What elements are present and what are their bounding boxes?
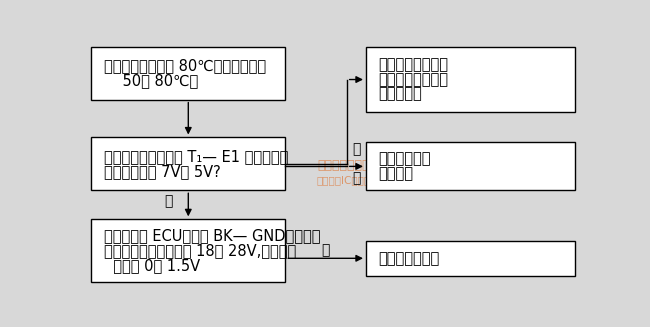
FancyBboxPatch shape — [91, 137, 285, 190]
FancyBboxPatch shape — [91, 219, 285, 282]
FancyBboxPatch shape — [91, 47, 285, 100]
Text: 全球最大IC采购站: 全球最大IC采购站 — [316, 175, 370, 185]
FancyBboxPatch shape — [366, 241, 575, 276]
Text: 不: 不 — [164, 195, 172, 209]
Text: 50～ 80℃）: 50～ 80℃） — [104, 73, 198, 88]
Text: 维库电子市场网: 维库电子市场网 — [317, 159, 369, 172]
Text: 不: 不 — [321, 243, 330, 257]
Text: 走热发动机（水温 80℃，变速器油温: 走热发动机（水温 80℃，变速器油温 — [104, 59, 266, 74]
Text: 制动信号有故障: 制动信号有故障 — [378, 251, 439, 266]
FancyBboxPatch shape — [366, 143, 575, 190]
Text: 节气门位置信: 节气门位置信 — [378, 152, 431, 166]
Text: 号有故障: 号有故障 — [378, 166, 413, 181]
Text: 踏板时 0～ 1.5V: 踏板时 0～ 1.5V — [104, 258, 200, 273]
Text: 否为：踩下制动踏板时 18～ 28V,抬起制动: 否为：踩下制动踏板时 18～ 28V,抬起制动 — [104, 243, 296, 258]
Text: 锁止电磁阀被粘住: 锁止电磁阀被粘住 — [378, 58, 448, 72]
Text: 是: 是 — [353, 171, 361, 185]
FancyBboxPatch shape — [366, 47, 575, 112]
Text: 锁定时是否为 7V或 5V?: 锁定时是否为 7V或 5V? — [104, 164, 220, 179]
Text: 检查变速器 ECU的接头 BK— GND间电压是: 检查变速器 ECU的接头 BK— GND间电压是 — [104, 229, 320, 244]
Text: 止机构故障: 止机构故障 — [378, 87, 422, 102]
Text: 自动变速器故障锁: 自动变速器故障锁 — [378, 72, 448, 87]
Text: 路试：在行驶中检查 T₁— E1 间的油压，: 路试：在行驶中检查 T₁— E1 间的油压， — [104, 149, 289, 164]
Text: 是: 是 — [353, 142, 361, 156]
